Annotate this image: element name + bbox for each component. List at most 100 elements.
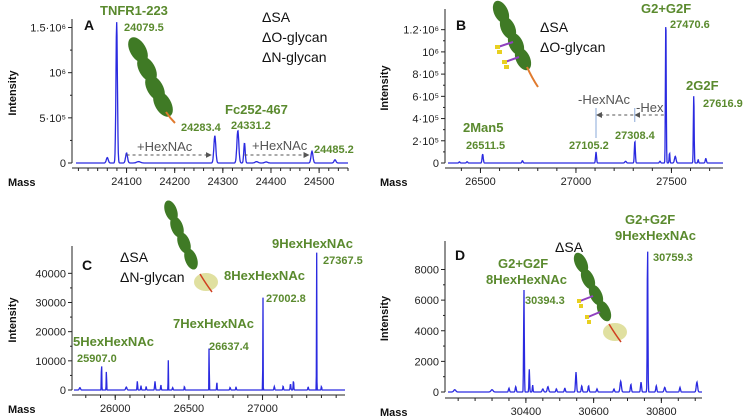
note-b-1: ΔO-glycan xyxy=(540,39,605,55)
annotation-26637: 26637.4 xyxy=(209,341,250,353)
plot-a: 0 5·10⁵ 10⁶ 1.5·10⁶ 24100 24200 24300 24400 2450… xyxy=(7,19,349,189)
panel-c: C ΔSA ΔN-glycan 5HexHexNAc 25907.0 7HexH… xyxy=(73,236,363,365)
panel-label-a: A xyxy=(84,17,94,33)
y-tick-label: 10000 xyxy=(35,356,66,368)
note-a-1: ΔO-glycan xyxy=(262,29,327,45)
x-tick-label: 27000 xyxy=(561,176,592,188)
y-tick-label: 8000 xyxy=(415,265,439,277)
x-tick-label: 24300 xyxy=(208,176,239,188)
spectrum-line-d xyxy=(448,251,702,393)
x-tick-label: 26500 xyxy=(174,403,205,415)
spectrum-line-b xyxy=(448,27,723,164)
note-b-0: ΔSA xyxy=(540,19,569,35)
annotation-7hex: 7HexHexNAc xyxy=(173,316,254,331)
y-tick-label: 4000 xyxy=(415,326,439,338)
note-c-1: ΔN-glycan xyxy=(120,269,185,285)
annotation-30759: 30759.3 xyxy=(653,252,693,264)
annotation-9hex: 9HexHexNAc xyxy=(272,236,353,251)
panel-label-d: D xyxy=(455,247,465,263)
y-tick-label: 10⁶ xyxy=(49,68,66,80)
y-tick-label: 10⁶ xyxy=(422,47,439,59)
y-tick-label: 1.2·10⁶ xyxy=(403,25,439,37)
y-tick-label: 5·10⁵ xyxy=(39,113,66,125)
spectrum-line-a xyxy=(76,22,348,164)
annotation-27470: 27470.6 xyxy=(670,19,710,31)
y-axis-title: Intensity xyxy=(7,297,19,343)
note-c-0: ΔSA xyxy=(120,249,149,265)
annotation-8hex: 8HexHexNAc xyxy=(224,268,305,283)
panel-label-c: C xyxy=(82,257,92,273)
plot-b: 0 2·10⁵ 4·10⁵ 6·10⁵ 8·10⁵ 10⁶ 1.2·10⁶ 26500 2700… xyxy=(379,9,723,189)
arrow-label-b-0: -HexNAc xyxy=(578,92,631,107)
x-axis-title: Mass xyxy=(8,177,36,189)
plot-d: 0 2000 4000 6000 8000 30400 30600 30800 Mass Inte… xyxy=(379,241,702,419)
x-tick-label: 24100 xyxy=(111,176,142,188)
y-tick-label: 6·10⁵ xyxy=(412,91,439,103)
spectrum-line-c xyxy=(74,252,345,391)
x-tick-label: 27500 xyxy=(656,176,687,188)
annotation-24331: 24331.2 xyxy=(231,120,271,132)
x-tick-label: 27000 xyxy=(247,403,278,415)
note-a-0: ΔSA xyxy=(262,9,291,25)
annotation-25907: 25907.0 xyxy=(77,353,117,365)
panel-a: A ΔSA ΔO-glycan ΔN-glycan TNFR1-223 2407… xyxy=(84,3,354,156)
y-tick-label: 20000 xyxy=(35,327,66,339)
annotation-fc: Fc252-467 xyxy=(225,102,288,117)
y-tick-label: 2000 xyxy=(415,356,439,368)
annotation-g2g2f-d1: G2+G2F xyxy=(498,256,548,271)
plot-layer: 0 5·10⁵ 10⁶ 1.5·10⁶ 24100 24200 24300 24400 2450… xyxy=(7,9,723,419)
x-axis-title: Mass xyxy=(8,404,36,416)
annotation-27616: 27616.9 xyxy=(703,98,743,110)
y-tick-label: 0 xyxy=(60,385,66,397)
annotation-g2g2f-d2: G2+G2F xyxy=(625,212,675,227)
annotation-g2g2f-b: G2+G2F xyxy=(641,1,691,16)
y-axis-title: Intensity xyxy=(7,70,19,116)
annotation-27002: 27002.8 xyxy=(266,293,306,305)
annotation-27308: 27308.4 xyxy=(615,130,656,142)
annotation-24079: 24079.5 xyxy=(124,22,164,34)
annotation-8hex-d: 8HexHexNAc xyxy=(486,272,567,287)
annotation-5hex: 5HexHexNAc xyxy=(73,334,154,349)
x-tick-label: 26000 xyxy=(100,403,131,415)
y-axis-title: Intensity xyxy=(379,65,391,111)
annotation-27367: 27367.5 xyxy=(323,255,363,267)
protein-schematic-d-icon xyxy=(573,252,627,343)
x-tick-label: 24200 xyxy=(159,176,190,188)
y-tick-label: 0 xyxy=(433,387,439,399)
arrow-label-a-0: +HexNAc xyxy=(137,139,193,154)
protein-schematic-b-icon xyxy=(492,0,539,88)
y-tick-label: 30000 xyxy=(35,298,66,310)
annotation-2man5: 2Man5 xyxy=(463,120,503,135)
x-tick-label: 30800 xyxy=(646,406,677,418)
annotation-27105: 27105.2 xyxy=(569,140,609,152)
y-tick-label: 0 xyxy=(60,158,66,170)
arrow-label-a-1: +HexNAc xyxy=(252,138,308,153)
y-tick-label: 40000 xyxy=(35,268,66,280)
protein-schematic-a-icon xyxy=(128,37,176,124)
plot-c: 0 10000 20000 30000 40000 26000 26500 27000 Mass… xyxy=(7,246,345,416)
annotation-tnfr1: TNFR1-223 xyxy=(100,3,168,18)
y-tick-label: 0 xyxy=(433,158,439,170)
x-tick-label: 26500 xyxy=(465,176,496,188)
x-tick-label: 24400 xyxy=(256,176,287,188)
y-axis-title: Intensity xyxy=(379,295,391,341)
y-tick-label: 1.5·10⁶ xyxy=(30,23,66,35)
note-a-2: ΔN-glycan xyxy=(262,49,327,65)
protein-schematic-c-icon xyxy=(164,200,218,293)
panel-d: D ΔSA G2+G2F 8HexHexNAc 30394.3 G2+G2F 9… xyxy=(455,212,696,307)
x-tick-label: 30600 xyxy=(578,406,609,418)
panel-b: B ΔSA ΔO-glycan G2+G2F 27470.6 2G2F 2761… xyxy=(456,1,743,152)
annotation-26511: 26511.5 xyxy=(466,140,505,152)
annotation-30394: 30394.3 xyxy=(525,295,565,307)
note-d-0: ΔSA xyxy=(555,239,584,255)
annotation-9hex-d: 9HexHexNAc xyxy=(615,228,696,243)
y-tick-label: 4·10⁵ xyxy=(412,114,439,126)
y-tick-label: 6000 xyxy=(415,295,439,307)
annotation-24283: 24283.4 xyxy=(181,122,222,134)
y-tick-label: 2·10⁵ xyxy=(412,136,439,148)
x-tick-label: 30400 xyxy=(511,406,542,418)
arrow-label-b-1: -Hex xyxy=(636,100,664,115)
x-axis-title: Mass xyxy=(380,407,408,419)
x-tick-label: 24500 xyxy=(304,176,335,188)
